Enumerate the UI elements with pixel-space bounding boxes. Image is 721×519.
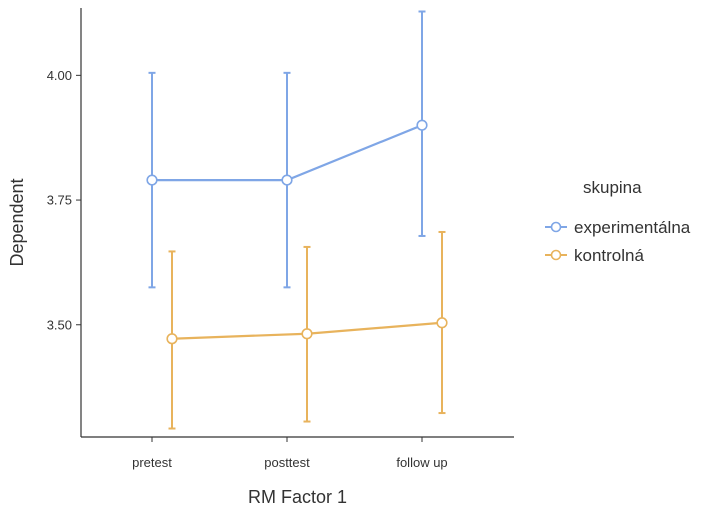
legend-title: skupina: [583, 178, 642, 197]
series-kontrolna: [166, 230, 448, 430]
axes: 3.50 3.75 4.00 pretest posttest follow up RM F…: [7, 8, 514, 507]
legend-label: kontrolná: [574, 246, 644, 265]
legend: skupina experimentálna kontrolná: [545, 178, 691, 265]
series-experimentalna: [146, 10, 428, 289]
data-point: [166, 333, 178, 345]
y-tick-label: 4.00: [47, 68, 72, 83]
x-tick-label: follow up: [396, 455, 447, 470]
data-point: [146, 174, 158, 186]
legend-key-marker: [550, 221, 562, 233]
x-axis-title: RM Factor 1: [248, 487, 347, 507]
y-tick-label: 3.75: [47, 193, 72, 208]
data-point: [281, 174, 293, 186]
data-point: [416, 119, 428, 131]
y-axis-title: Dependent: [7, 178, 27, 266]
legend-key-marker: [550, 249, 562, 261]
y-tick-label: 3.50: [47, 317, 72, 332]
legend-label: experimentálna: [574, 218, 691, 237]
x-tick-label: posttest: [264, 455, 310, 470]
data-point: [436, 317, 448, 329]
data-point: [301, 328, 313, 340]
series: [146, 10, 448, 430]
x-tick-label: pretest: [132, 455, 172, 470]
